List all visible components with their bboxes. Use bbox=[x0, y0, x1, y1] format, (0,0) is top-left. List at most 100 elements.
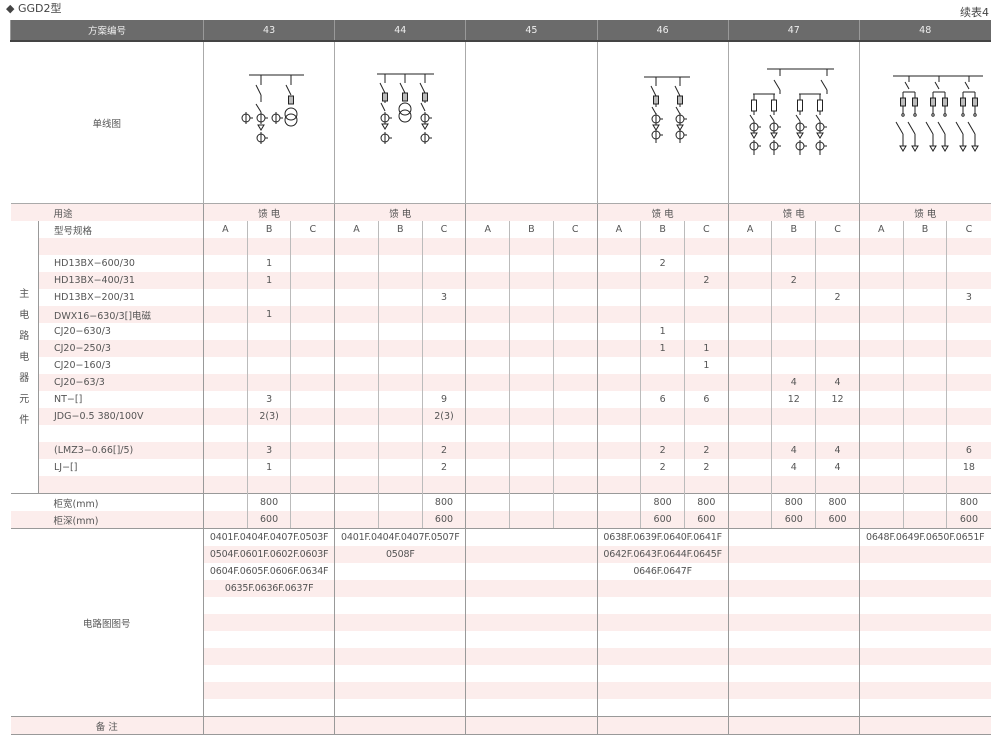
component-qty bbox=[902, 459, 947, 476]
component-qty bbox=[203, 255, 248, 272]
circuit-code bbox=[203, 597, 335, 614]
component-qty bbox=[902, 391, 947, 408]
component-row bbox=[11, 238, 991, 255]
component-qty bbox=[246, 374, 291, 391]
component-qty bbox=[334, 340, 379, 357]
component-qty bbox=[203, 357, 248, 374]
dimension-value bbox=[552, 511, 598, 529]
document-title: ◆ GGD2型 bbox=[6, 2, 62, 15]
component-qty bbox=[377, 442, 423, 459]
component-qty bbox=[377, 425, 423, 442]
component-qty bbox=[552, 442, 598, 459]
fuse-icon bbox=[816, 99, 823, 112]
remarks-value bbox=[334, 716, 466, 735]
usage-row: 用途馈 电馈 电馈 电馈 电馈 电 bbox=[10, 203, 991, 221]
circuit-code bbox=[203, 614, 335, 631]
dimension-value: 800 bbox=[640, 493, 685, 511]
single-line-diagram-icon bbox=[241, 74, 305, 144]
circuit-row bbox=[11, 648, 991, 665]
component-qty bbox=[203, 476, 248, 494]
cable-terminal-icon bbox=[940, 145, 949, 152]
component-row: CJ20−630/3 1 bbox=[11, 323, 991, 340]
side-label-char: 电 bbox=[19, 351, 30, 363]
component-qty: 3 bbox=[246, 442, 291, 459]
component-qty bbox=[465, 340, 510, 357]
dimension-value: 600 bbox=[815, 511, 860, 529]
component-qty bbox=[290, 272, 335, 289]
component-qty bbox=[377, 289, 423, 306]
component-qty bbox=[596, 323, 641, 340]
dimension-value: 600 bbox=[640, 511, 685, 529]
component-qty: B bbox=[771, 221, 816, 238]
single-line-diagram-46 bbox=[596, 41, 729, 204]
circuit-code bbox=[727, 597, 860, 614]
circuit-row bbox=[11, 682, 991, 699]
circuit-code bbox=[727, 580, 860, 597]
dimension-value bbox=[902, 493, 947, 511]
component-qty bbox=[902, 340, 947, 357]
fuse-icon bbox=[899, 97, 906, 107]
component-qty bbox=[596, 408, 641, 425]
cable-terminal-icon bbox=[421, 123, 430, 130]
component-qty bbox=[552, 374, 598, 391]
component-qty bbox=[946, 238, 991, 255]
scheme-43-header: 43 bbox=[203, 20, 335, 42]
fuse-icon bbox=[796, 99, 803, 112]
single-line-diagram-43 bbox=[203, 41, 335, 204]
switch-icon bbox=[419, 82, 426, 94]
component-qty bbox=[946, 272, 991, 289]
circuit-row: 电路图图号 0401F.0404F.0407F.0503F 0401F.0404F.… bbox=[10, 528, 991, 717]
component-qty: 4 bbox=[815, 459, 860, 476]
component-label: 型号规格 bbox=[54, 225, 93, 237]
component-qty bbox=[727, 272, 772, 289]
component-qty bbox=[246, 289, 291, 306]
component-qty bbox=[946, 408, 991, 425]
component-qty bbox=[421, 476, 466, 494]
circuit-code bbox=[727, 648, 860, 665]
dimension-value bbox=[858, 493, 904, 511]
component-qty bbox=[377, 357, 423, 374]
usage-value: 馈 电 bbox=[334, 203, 466, 221]
component-qty bbox=[334, 476, 379, 494]
circuit-code bbox=[727, 563, 860, 580]
remarks-row: 备 注 bbox=[10, 716, 991, 735]
component-qty bbox=[858, 255, 904, 272]
single-line-diagram-47 bbox=[727, 41, 860, 204]
component-qty bbox=[640, 306, 685, 323]
dimension-row: 柜深(mm) 600 600 600 600 600 600 600 bbox=[10, 511, 991, 529]
component-qty bbox=[640, 476, 685, 494]
component-qty bbox=[946, 374, 991, 391]
component-qty bbox=[509, 306, 554, 323]
component-qty bbox=[902, 272, 947, 289]
component-qty bbox=[596, 238, 641, 255]
component-qty bbox=[858, 357, 904, 374]
component-qty bbox=[334, 374, 379, 391]
component-label bbox=[38, 238, 204, 255]
side-label-char: 件 bbox=[19, 414, 30, 426]
component-qty bbox=[640, 272, 685, 289]
component-qty: 2(3) bbox=[421, 408, 466, 425]
switch-icon bbox=[964, 81, 970, 90]
component-qty: 12 bbox=[771, 391, 816, 408]
component-qty bbox=[596, 272, 641, 289]
component-qty bbox=[509, 374, 554, 391]
component-qty bbox=[421, 272, 466, 289]
component-qty bbox=[246, 340, 291, 357]
component-qty: 1 bbox=[246, 255, 291, 272]
component-qty bbox=[509, 323, 554, 340]
component-qty bbox=[334, 459, 379, 476]
fuse-icon bbox=[288, 95, 295, 105]
single-line-diagram-45 bbox=[465, 41, 598, 204]
component-qty bbox=[552, 425, 598, 442]
component-qty bbox=[552, 357, 598, 374]
component-qty bbox=[421, 306, 466, 323]
component-qty: 3 bbox=[946, 289, 991, 306]
cable-terminal-icon bbox=[769, 132, 778, 139]
dimension-value: 800 bbox=[246, 493, 291, 511]
circuit-code bbox=[465, 580, 598, 597]
diagram-row: 单线图 bbox=[10, 41, 991, 204]
circuit-diagram-number-label: 电路图图号 bbox=[10, 528, 204, 717]
dimension-label: 柜深(mm) bbox=[10, 511, 204, 529]
component-qty: 1 bbox=[640, 340, 685, 357]
header-row: 方案编号 43 44 45 46 47 48 bbox=[9, 20, 991, 42]
